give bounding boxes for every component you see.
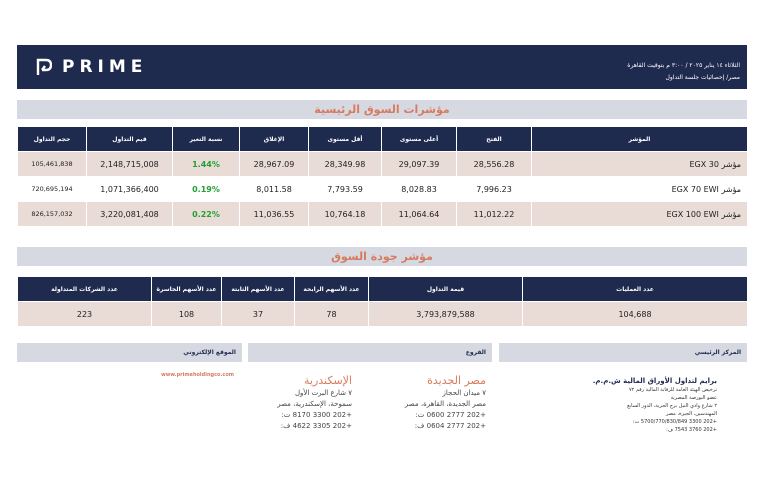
index-name-cell: مؤشر EGX 30 xyxy=(531,151,748,177)
branches-label: الفروع xyxy=(465,349,486,356)
main-section-bar: مؤشرات السوق الرئيسية xyxy=(17,100,747,119)
col-gainers: عدد الأسهم الرابحة xyxy=(294,276,369,302)
brand-name: PRIME xyxy=(62,57,148,77)
volume-cell: 826,157,032 xyxy=(17,201,87,227)
report-subtitle: مصر/ إحصائيات جلسة التداول xyxy=(665,74,740,81)
close-cell: 8,011.58 xyxy=(239,176,309,202)
hq-company: برايم لتداول الأوراق المالية ش.م.م. xyxy=(592,377,717,385)
gainers-cell: 78 xyxy=(294,301,369,327)
branch-area: مصر الجديدة، القاهرة، مصر xyxy=(404,400,486,408)
open-cell: 28,556.28 xyxy=(456,151,532,177)
value-cell: 1,071,366,400 xyxy=(86,176,173,202)
losers-cell: 108 xyxy=(151,301,222,327)
col-index: المؤشر xyxy=(531,126,748,152)
low-cell: 10,764.18 xyxy=(308,201,382,227)
col-volume: حجم التداول xyxy=(17,126,87,152)
main-section-title: مؤشرات السوق الرئيسية xyxy=(314,103,450,116)
low-cell: 28,349.98 xyxy=(308,151,382,177)
high-cell: 8,028.83 xyxy=(381,176,457,202)
index-name-cell: مؤشر EGX 70 EWI xyxy=(531,176,748,202)
website-label: الموقع الإلكتروني xyxy=(183,349,236,356)
change-cell: 1.44% xyxy=(172,151,240,177)
change-cell: 0.22% xyxy=(172,201,240,227)
website-bar: الموقع الإلكتروني xyxy=(17,343,242,362)
open-cell: 7,996.23 xyxy=(456,176,532,202)
col-traded-companies: عدد الشركات المتداولة xyxy=(17,276,152,302)
hq-phone: +202 3300 5700/770/830/849 ت: xyxy=(632,419,717,425)
value-cell: 3,220,081,408 xyxy=(86,201,173,227)
col-unchanged: عدد الأسهم الثابتة xyxy=(221,276,295,302)
col-open: الفتح xyxy=(456,126,532,152)
hq-bar: المركز الرئيسي xyxy=(499,343,747,362)
transactions-cell: 104,688 xyxy=(522,301,748,327)
branch-fax: +202 2777 0604 ف: xyxy=(414,422,486,430)
prime-logo-icon xyxy=(36,58,52,75)
low-cell: 7,793.59 xyxy=(308,176,382,202)
brand-logo: PRIME xyxy=(36,56,147,78)
hq-label: المركز الرئيسي xyxy=(694,349,741,356)
volume-cell: 720,695,194 xyxy=(17,176,87,202)
branch-city: الإسكندرية xyxy=(304,374,352,387)
col-low: أقل مستوى xyxy=(308,126,382,152)
table-row: 826,157,032 3,220,081,408 0.22% 11,036.5… xyxy=(17,201,748,227)
report-date: الثلاثاء ١٤ يناير ٢٠٢٥ / ٣:٠٠ م بتوقيت ا… xyxy=(627,62,740,69)
high-cell: 29,097.39 xyxy=(381,151,457,177)
table-row: 223 108 37 78 3,793,879,588 104,688 xyxy=(17,301,748,327)
hq-member: عضو البورصة المصرية xyxy=(670,395,717,401)
website-link[interactable]: www.primeholdingco.com xyxy=(161,372,234,378)
table-row: 105,461,838 2,148,715,008 1.44% 28,967.0… xyxy=(17,151,748,177)
hq-address-line1: ٢ شارع وادي النيل برج الحرية، الدور السا… xyxy=(627,403,717,409)
close-cell: 28,967.09 xyxy=(239,151,309,177)
branch-area: سموحة، الإسكندرية، مصر xyxy=(277,400,352,408)
hq-license: ترخيص الهيئة العامة للرقابة المالية رقم … xyxy=(628,387,717,393)
header-banner xyxy=(17,45,747,89)
hq-address-line2: المهندسين، الجيزة، مصر xyxy=(666,411,717,417)
quality-section-title: مؤشر جودة السوق xyxy=(331,250,433,263)
col-losers: عدد الأسهم الخاسرة xyxy=(151,276,222,302)
market-quality-table: عدد الشركات المتداولة عدد الأسهم الخاسرة… xyxy=(17,276,748,327)
col-trade-value: قيمة التداول xyxy=(368,276,523,302)
hq-fax: +202 3760 7543 ف: xyxy=(666,427,717,433)
value-cell: 2,148,715,008 xyxy=(86,151,173,177)
col-value: قيم التداول xyxy=(86,126,173,152)
index-name-cell: مؤشر EGX 100 EWI xyxy=(531,201,748,227)
branch-city: مصر الجديدة xyxy=(427,374,486,387)
table-header-row: حجم التداول قيم التداول نسبة التغير الإغ… xyxy=(17,126,748,152)
hq-address-block: برايم لتداول الأوراق المالية ش.م.م. ترخي… xyxy=(577,376,717,434)
branch-fax: +202 3305 4622 ف: xyxy=(280,422,352,430)
change-cell: 0.19% xyxy=(172,176,240,202)
table-row: 720,695,194 1,071,366,400 0.19% 8,011.58… xyxy=(17,176,748,202)
traded-companies-cell: 223 xyxy=(17,301,152,327)
col-high: أعلى مستوى xyxy=(381,126,457,152)
volume-cell: 105,461,838 xyxy=(17,151,87,177)
branches-bar: الفروع xyxy=(248,343,492,362)
col-change: نسبة التغير xyxy=(172,126,240,152)
trade-value-cell: 3,793,879,588 xyxy=(368,301,523,327)
table-header-row: عدد الشركات المتداولة عدد الأسهم الخاسرة… xyxy=(17,276,748,302)
high-cell: 11,064.64 xyxy=(381,201,457,227)
branch-heliopolis: مصر الجديدة ٧ ميدان الحجاز مصر الجديدة، … xyxy=(376,374,486,432)
unchanged-cell: 37 xyxy=(221,301,295,327)
col-close: الإغلاق xyxy=(239,126,309,152)
quality-section-bar: مؤشر جودة السوق xyxy=(17,247,747,266)
branch-phone: +202 2777 0600 ت: xyxy=(415,411,486,419)
branch-phone: +202 3300 8170 ت: xyxy=(281,411,352,419)
col-transactions: عدد العمليات xyxy=(522,276,748,302)
branch-alexandria: الإسكندرية ٧ شارع البرت الأول سموحة، الإ… xyxy=(242,374,352,432)
branch-street: ٧ ميدان الحجاز xyxy=(442,389,486,397)
open-cell: 11,012.22 xyxy=(456,201,532,227)
main-indices-table: حجم التداول قيم التداول نسبة التغير الإغ… xyxy=(17,126,748,227)
branch-street: ٧ شارع البرت الأول xyxy=(294,389,352,397)
close-cell: 11,036.55 xyxy=(239,201,309,227)
